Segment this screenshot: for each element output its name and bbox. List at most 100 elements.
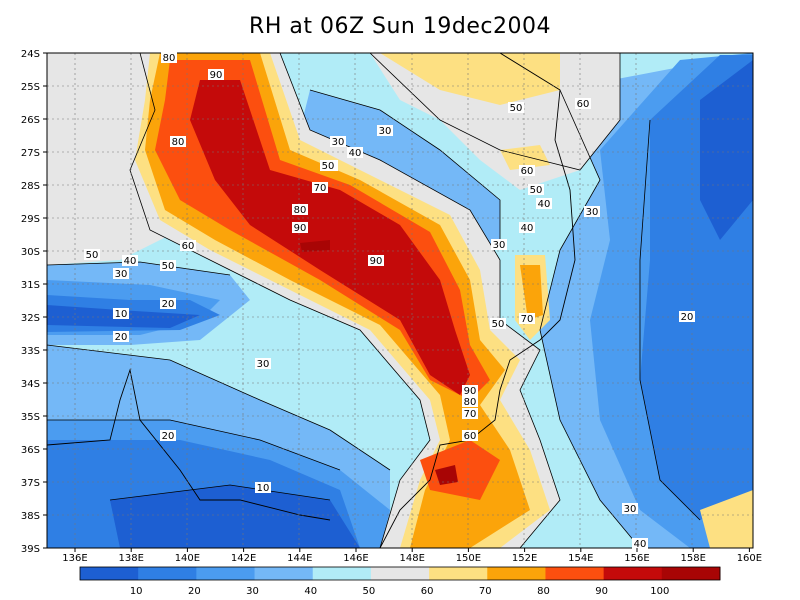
lat-label: 38S bbox=[21, 511, 40, 522]
lon-label: 154E bbox=[568, 553, 593, 564]
contour-value-label: 50 bbox=[508, 102, 524, 114]
lon-label: 146E bbox=[343, 553, 368, 564]
svg-text:30: 30 bbox=[586, 207, 599, 218]
svg-text:80: 80 bbox=[163, 53, 176, 64]
svg-text:90: 90 bbox=[464, 386, 477, 397]
contour-value-label: 10 bbox=[255, 482, 271, 494]
contour-value-label: 50 bbox=[320, 160, 336, 172]
svg-text:40: 40 bbox=[538, 199, 551, 210]
colorbar-tick-label: 90 bbox=[595, 586, 608, 597]
svg-text:60: 60 bbox=[577, 99, 590, 110]
lon-label: 160E bbox=[737, 553, 762, 564]
lon-label: 152E bbox=[512, 553, 537, 564]
svg-text:10: 10 bbox=[115, 309, 128, 320]
svg-text:40: 40 bbox=[634, 539, 647, 550]
contour-value-label: 50 bbox=[528, 184, 544, 196]
lat-label: 36S bbox=[21, 445, 40, 456]
colorbar: 10 20 30 40 50 60 70 80 90 100 bbox=[79, 566, 721, 597]
contour-value-label: 60 bbox=[180, 240, 196, 252]
rh-field bbox=[47, 53, 753, 548]
svg-text:80: 80 bbox=[294, 205, 307, 216]
svg-text:60: 60 bbox=[521, 166, 534, 177]
colorbar-swatch bbox=[370, 567, 430, 580]
lat-label: 27S bbox=[21, 148, 40, 159]
colorbar-swatch bbox=[80, 567, 139, 580]
svg-text:70: 70 bbox=[314, 183, 327, 194]
svg-text:50: 50 bbox=[510, 103, 523, 114]
contour-value-label: 20 bbox=[113, 331, 129, 343]
svg-text:60: 60 bbox=[464, 431, 477, 442]
lat-label: 24S bbox=[21, 49, 40, 60]
lon-label: 140E bbox=[175, 553, 200, 564]
colorbar-swatch bbox=[312, 567, 372, 580]
lat-label: 33S bbox=[21, 346, 40, 357]
svg-text:20: 20 bbox=[115, 332, 128, 343]
contour-value-label: 20 bbox=[160, 298, 176, 310]
lat-label: 28S bbox=[21, 181, 40, 192]
lat-label: 39S bbox=[21, 544, 40, 555]
contour-value-label: 30 bbox=[584, 206, 600, 218]
contour-value-label: 30 bbox=[491, 239, 507, 251]
colorbar-swatch bbox=[254, 567, 314, 580]
svg-text:30: 30 bbox=[493, 240, 506, 251]
svg-text:50: 50 bbox=[162, 261, 175, 272]
plot-frame bbox=[46, 52, 754, 549]
contour-value-label: 80 bbox=[170, 136, 186, 148]
lon-label: 150E bbox=[456, 553, 481, 564]
colorbar-tick-label: 70 bbox=[479, 586, 492, 597]
svg-text:10: 10 bbox=[257, 483, 270, 494]
contour-value-label: 90 bbox=[462, 385, 478, 397]
lon-label: 138E bbox=[118, 553, 143, 564]
contour-value-label: 60 bbox=[575, 98, 591, 110]
svg-text:30: 30 bbox=[332, 137, 345, 148]
svg-text:20: 20 bbox=[681, 312, 694, 323]
colorbar-tick-label: 100 bbox=[650, 586, 669, 597]
svg-text:70: 70 bbox=[521, 314, 534, 325]
svg-text:20: 20 bbox=[162, 431, 175, 442]
contour-value-label: 60 bbox=[462, 430, 478, 442]
lat-label: 30S bbox=[21, 247, 40, 258]
colorbar-swatch bbox=[429, 567, 488, 580]
colorbar-tick-label: 30 bbox=[246, 586, 259, 597]
svg-text:90: 90 bbox=[370, 256, 383, 267]
lon-label: 156E bbox=[624, 553, 649, 564]
contour-value-label: 30 bbox=[255, 358, 271, 370]
contour-value-label: 90 bbox=[208, 69, 224, 81]
colorbar-swatch bbox=[603, 567, 663, 580]
lat-label: 35S bbox=[21, 412, 40, 423]
contour-value-label: 30 bbox=[330, 136, 346, 148]
contour-value-label: 80 bbox=[462, 396, 478, 408]
svg-text:80: 80 bbox=[464, 397, 477, 408]
colorbar-tick-label: 80 bbox=[537, 586, 550, 597]
map-title: RH at 06Z Sun 19dec2004 bbox=[249, 14, 551, 39]
contour-value-label: 60 bbox=[519, 165, 535, 177]
svg-text:80: 80 bbox=[172, 137, 185, 148]
svg-text:30: 30 bbox=[257, 359, 270, 370]
contour-value-label: 30 bbox=[377, 125, 393, 137]
contour-value-label: 50 bbox=[490, 318, 506, 330]
svg-text:60: 60 bbox=[182, 241, 195, 252]
contour-value-label: 50 bbox=[84, 249, 100, 261]
colorbar-swatch bbox=[138, 567, 197, 580]
latitude-axis: 24S 25S 26S 27S 28S 29S 30S 31S 32S 33S 34S 35S 36S 3… bbox=[21, 49, 47, 555]
colorbar-swatch bbox=[196, 567, 256, 580]
colorbar-tick-label: 20 bbox=[188, 586, 201, 597]
contour-value-label: 90 bbox=[292, 222, 308, 234]
lon-label: 142E bbox=[231, 553, 256, 564]
colorbar-tick-label: 10 bbox=[130, 586, 143, 597]
svg-text:50: 50 bbox=[530, 185, 543, 196]
svg-text:40: 40 bbox=[124, 256, 137, 267]
svg-text:30: 30 bbox=[115, 269, 128, 280]
lat-label: 34S bbox=[21, 379, 40, 390]
colorbar-tick-label: 60 bbox=[421, 586, 434, 597]
contour-value-label: 40 bbox=[347, 147, 363, 159]
svg-text:50: 50 bbox=[492, 319, 505, 330]
lon-label: 148E bbox=[399, 553, 424, 564]
svg-text:30: 30 bbox=[624, 504, 637, 515]
colorbar-swatch bbox=[661, 567, 721, 580]
contour-value-label: 10 bbox=[113, 308, 129, 320]
lat-label: 25S bbox=[21, 82, 40, 93]
colorbar-tick-label: 50 bbox=[363, 586, 376, 597]
colorbar-swatch bbox=[487, 567, 546, 580]
longitude-axis: 136E 138E 140E 142E 144E 146E 148E 150E 152E 154E… bbox=[62, 548, 762, 564]
